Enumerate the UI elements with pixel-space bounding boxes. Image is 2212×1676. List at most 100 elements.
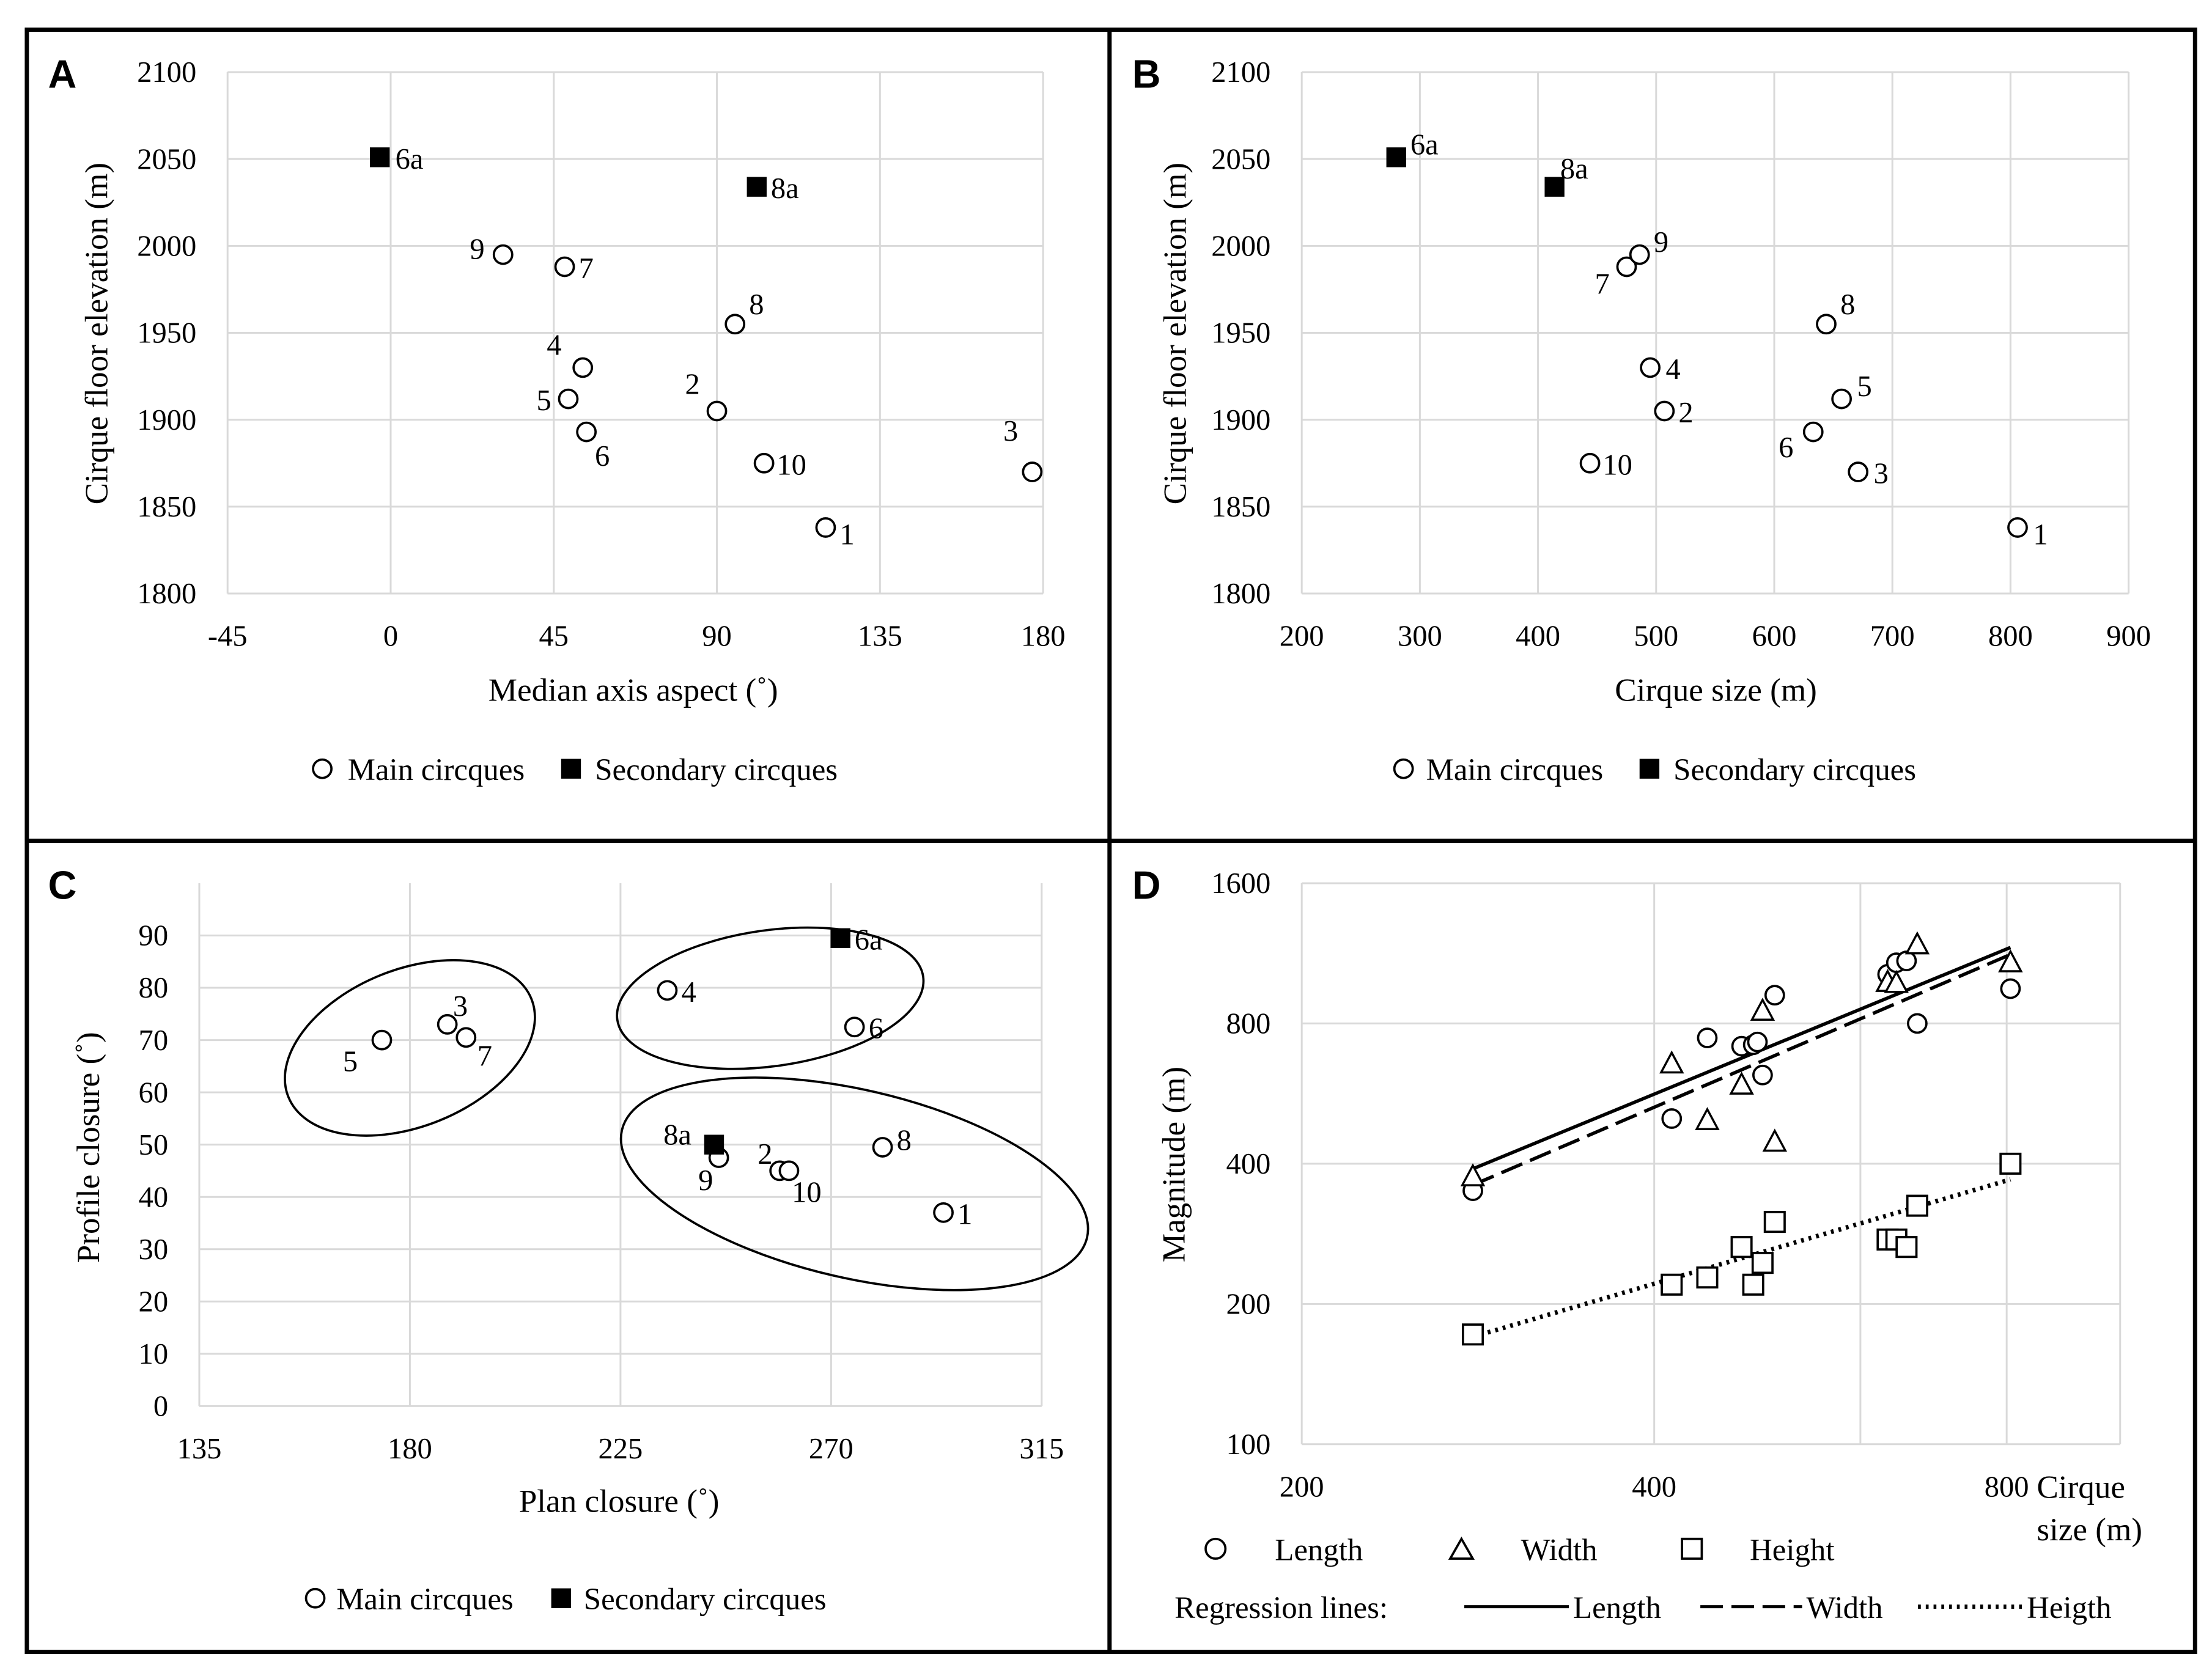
panel-d-legend: Length Width Height Regression lines: Le… bbox=[1174, 1533, 2111, 1625]
legend-secondary-square-marker bbox=[551, 1588, 571, 1608]
panel-a-x-axis-label: Median axis aspect (˚) bbox=[488, 672, 778, 708]
point-label: 8a bbox=[663, 1119, 691, 1152]
data-point-circle bbox=[1661, 1108, 1683, 1129]
point-label: 6 bbox=[595, 440, 610, 472]
data-point-open-square bbox=[1906, 1194, 1928, 1217]
legend-main-label: Main circques bbox=[1426, 753, 1604, 787]
data-point-circle bbox=[492, 244, 514, 265]
panel-c-marks: 1 2 3 4 5 6 7 8 9 10 6a 8a bbox=[343, 924, 973, 1230]
data-point-circle bbox=[753, 452, 775, 474]
x-tick-label: -45 bbox=[208, 620, 248, 653]
x-tick-label: 45 bbox=[539, 620, 569, 653]
panel-d-y-axis-label: Magnitude (m) bbox=[1156, 1067, 1192, 1262]
y-tick-label: 1800 bbox=[1211, 578, 1270, 610]
panel-d-regression-lines bbox=[1472, 946, 2011, 1339]
data-point-circle bbox=[1764, 985, 1785, 1006]
point-label: 9 bbox=[1654, 226, 1668, 259]
panel-b-x-axis-label: Cirque size (m) bbox=[1615, 672, 1817, 708]
x-tick-label: 400 bbox=[1632, 1471, 1676, 1503]
data-point-circle bbox=[1640, 357, 1661, 378]
panel-a: A -45 0 45 90 135 180180018501900195020002050… bbox=[48, 51, 1066, 787]
data-point-open-square bbox=[1763, 1211, 1786, 1233]
regression-line-length bbox=[1472, 946, 2011, 1171]
point-label: 7 bbox=[579, 252, 594, 285]
y-tick-label: 40 bbox=[139, 1181, 169, 1213]
panel-a-grid: -45 0 45 90 135 18018001850190019502000205021… bbox=[137, 56, 1065, 652]
y-tick-label: 1900 bbox=[137, 404, 196, 436]
point-label: 10 bbox=[776, 449, 806, 481]
y-tick-label: 70 bbox=[139, 1024, 169, 1057]
y-tick-label: 30 bbox=[139, 1233, 169, 1266]
data-point-circle bbox=[1629, 244, 1650, 265]
data-point-circle bbox=[657, 980, 678, 1001]
legend-secondary-square-marker bbox=[561, 759, 581, 779]
x-tick-label: 300 bbox=[1398, 620, 1442, 653]
y-tick-label: 200 bbox=[1226, 1288, 1271, 1321]
point-label: 8 bbox=[749, 289, 764, 321]
y-tick-label: 2050 bbox=[137, 143, 196, 175]
data-point-circle bbox=[706, 400, 728, 422]
data-point-circle bbox=[1907, 1013, 1928, 1034]
panel-a-marks: 1 2 3 4 5 6 7 8 9 10 6a 8a bbox=[370, 143, 1043, 551]
legend-height-label: Height bbox=[1750, 1533, 1834, 1567]
x-tick-label: 600 bbox=[1752, 620, 1797, 653]
panel-b-marks: 1 2 3 4 5 6 7 8 9 10 6a 8a bbox=[1386, 129, 2048, 551]
data-point-open-square bbox=[1999, 1152, 2022, 1175]
legend-height-square-marker bbox=[1681, 1537, 1703, 1560]
data-point-open-square bbox=[1461, 1323, 1484, 1346]
x-tick-label: 800 bbox=[1988, 620, 2033, 653]
panel-d-x-axis-label-line1: Cirque bbox=[2037, 1469, 2125, 1505]
panel-a-y-axis-label: Cirque floor elevation (m) bbox=[79, 163, 115, 504]
legend-regression-height-label: Heigth bbox=[2027, 1591, 2111, 1625]
legend-width-label: Width bbox=[1521, 1533, 1598, 1567]
data-point-circle bbox=[1616, 256, 1637, 277]
point-label: 6a bbox=[855, 924, 883, 956]
panel-c-cluster-ellipses bbox=[284, 926, 1089, 1292]
point-label: 8a bbox=[771, 172, 799, 205]
panel-d: D 200 400 800 100 200 400 800 1600 Cirque size … bbox=[1132, 862, 2142, 1625]
data-point-circle bbox=[455, 1027, 477, 1048]
legend-secondary-label: Secondary circques bbox=[584, 1582, 827, 1617]
x-tick-label: 200 bbox=[1280, 1471, 1324, 1503]
point-label: 9 bbox=[698, 1164, 713, 1197]
legend-main-circle-marker bbox=[312, 758, 333, 779]
point-label: 2 bbox=[1678, 397, 1693, 429]
point-label: 10 bbox=[1602, 449, 1632, 481]
data-point-triangle bbox=[1729, 1071, 1754, 1095]
data-point-filled-square bbox=[370, 147, 390, 167]
y-tick-label: 0 bbox=[153, 1391, 168, 1423]
panel-b-letter: B bbox=[1132, 51, 1161, 96]
point-label: 5 bbox=[343, 1045, 358, 1078]
x-tick-label: 800 bbox=[1985, 1471, 2029, 1503]
legend-main-circle-marker bbox=[304, 1587, 326, 1609]
y-tick-label: 1950 bbox=[137, 317, 196, 350]
panel-b-y-axis-label: Cirque floor elevation (m) bbox=[1157, 163, 1193, 504]
point-label: 4 bbox=[682, 976, 696, 1009]
y-tick-label: 1900 bbox=[1211, 404, 1270, 436]
legend-secondary-label: Secondary circques bbox=[595, 753, 838, 787]
y-tick-label: 2000 bbox=[1211, 230, 1270, 263]
x-tick-label: 225 bbox=[598, 1433, 643, 1465]
data-point-circle bbox=[558, 388, 579, 410]
point-label: 1 bbox=[2033, 519, 2048, 551]
y-tick-label: 60 bbox=[139, 1076, 169, 1109]
y-tick-label: 20 bbox=[139, 1285, 169, 1318]
data-point-triangle bbox=[1762, 1128, 1788, 1152]
data-point-circle bbox=[815, 517, 836, 538]
point-label: 8 bbox=[1840, 289, 1855, 321]
legend-secondary-square-marker bbox=[1639, 759, 1660, 779]
point-label: 5 bbox=[1857, 370, 1872, 403]
data-point-circle bbox=[2007, 517, 2028, 538]
data-point-circle bbox=[1752, 1064, 1773, 1086]
data-point-open-square bbox=[1895, 1236, 1918, 1259]
y-tick-label: 1950 bbox=[1211, 317, 1270, 350]
point-label: 1 bbox=[957, 1198, 972, 1230]
data-point-circle bbox=[576, 421, 597, 443]
point-label: 6 bbox=[1779, 432, 1793, 464]
data-point-filled-square bbox=[830, 928, 850, 948]
data-point-circle bbox=[1802, 421, 1824, 443]
y-tick-label: 400 bbox=[1226, 1148, 1271, 1180]
y-tick-label: 2050 bbox=[1211, 143, 1270, 175]
point-label: 8a bbox=[1560, 153, 1588, 185]
data-point-open-square bbox=[1696, 1266, 1719, 1288]
